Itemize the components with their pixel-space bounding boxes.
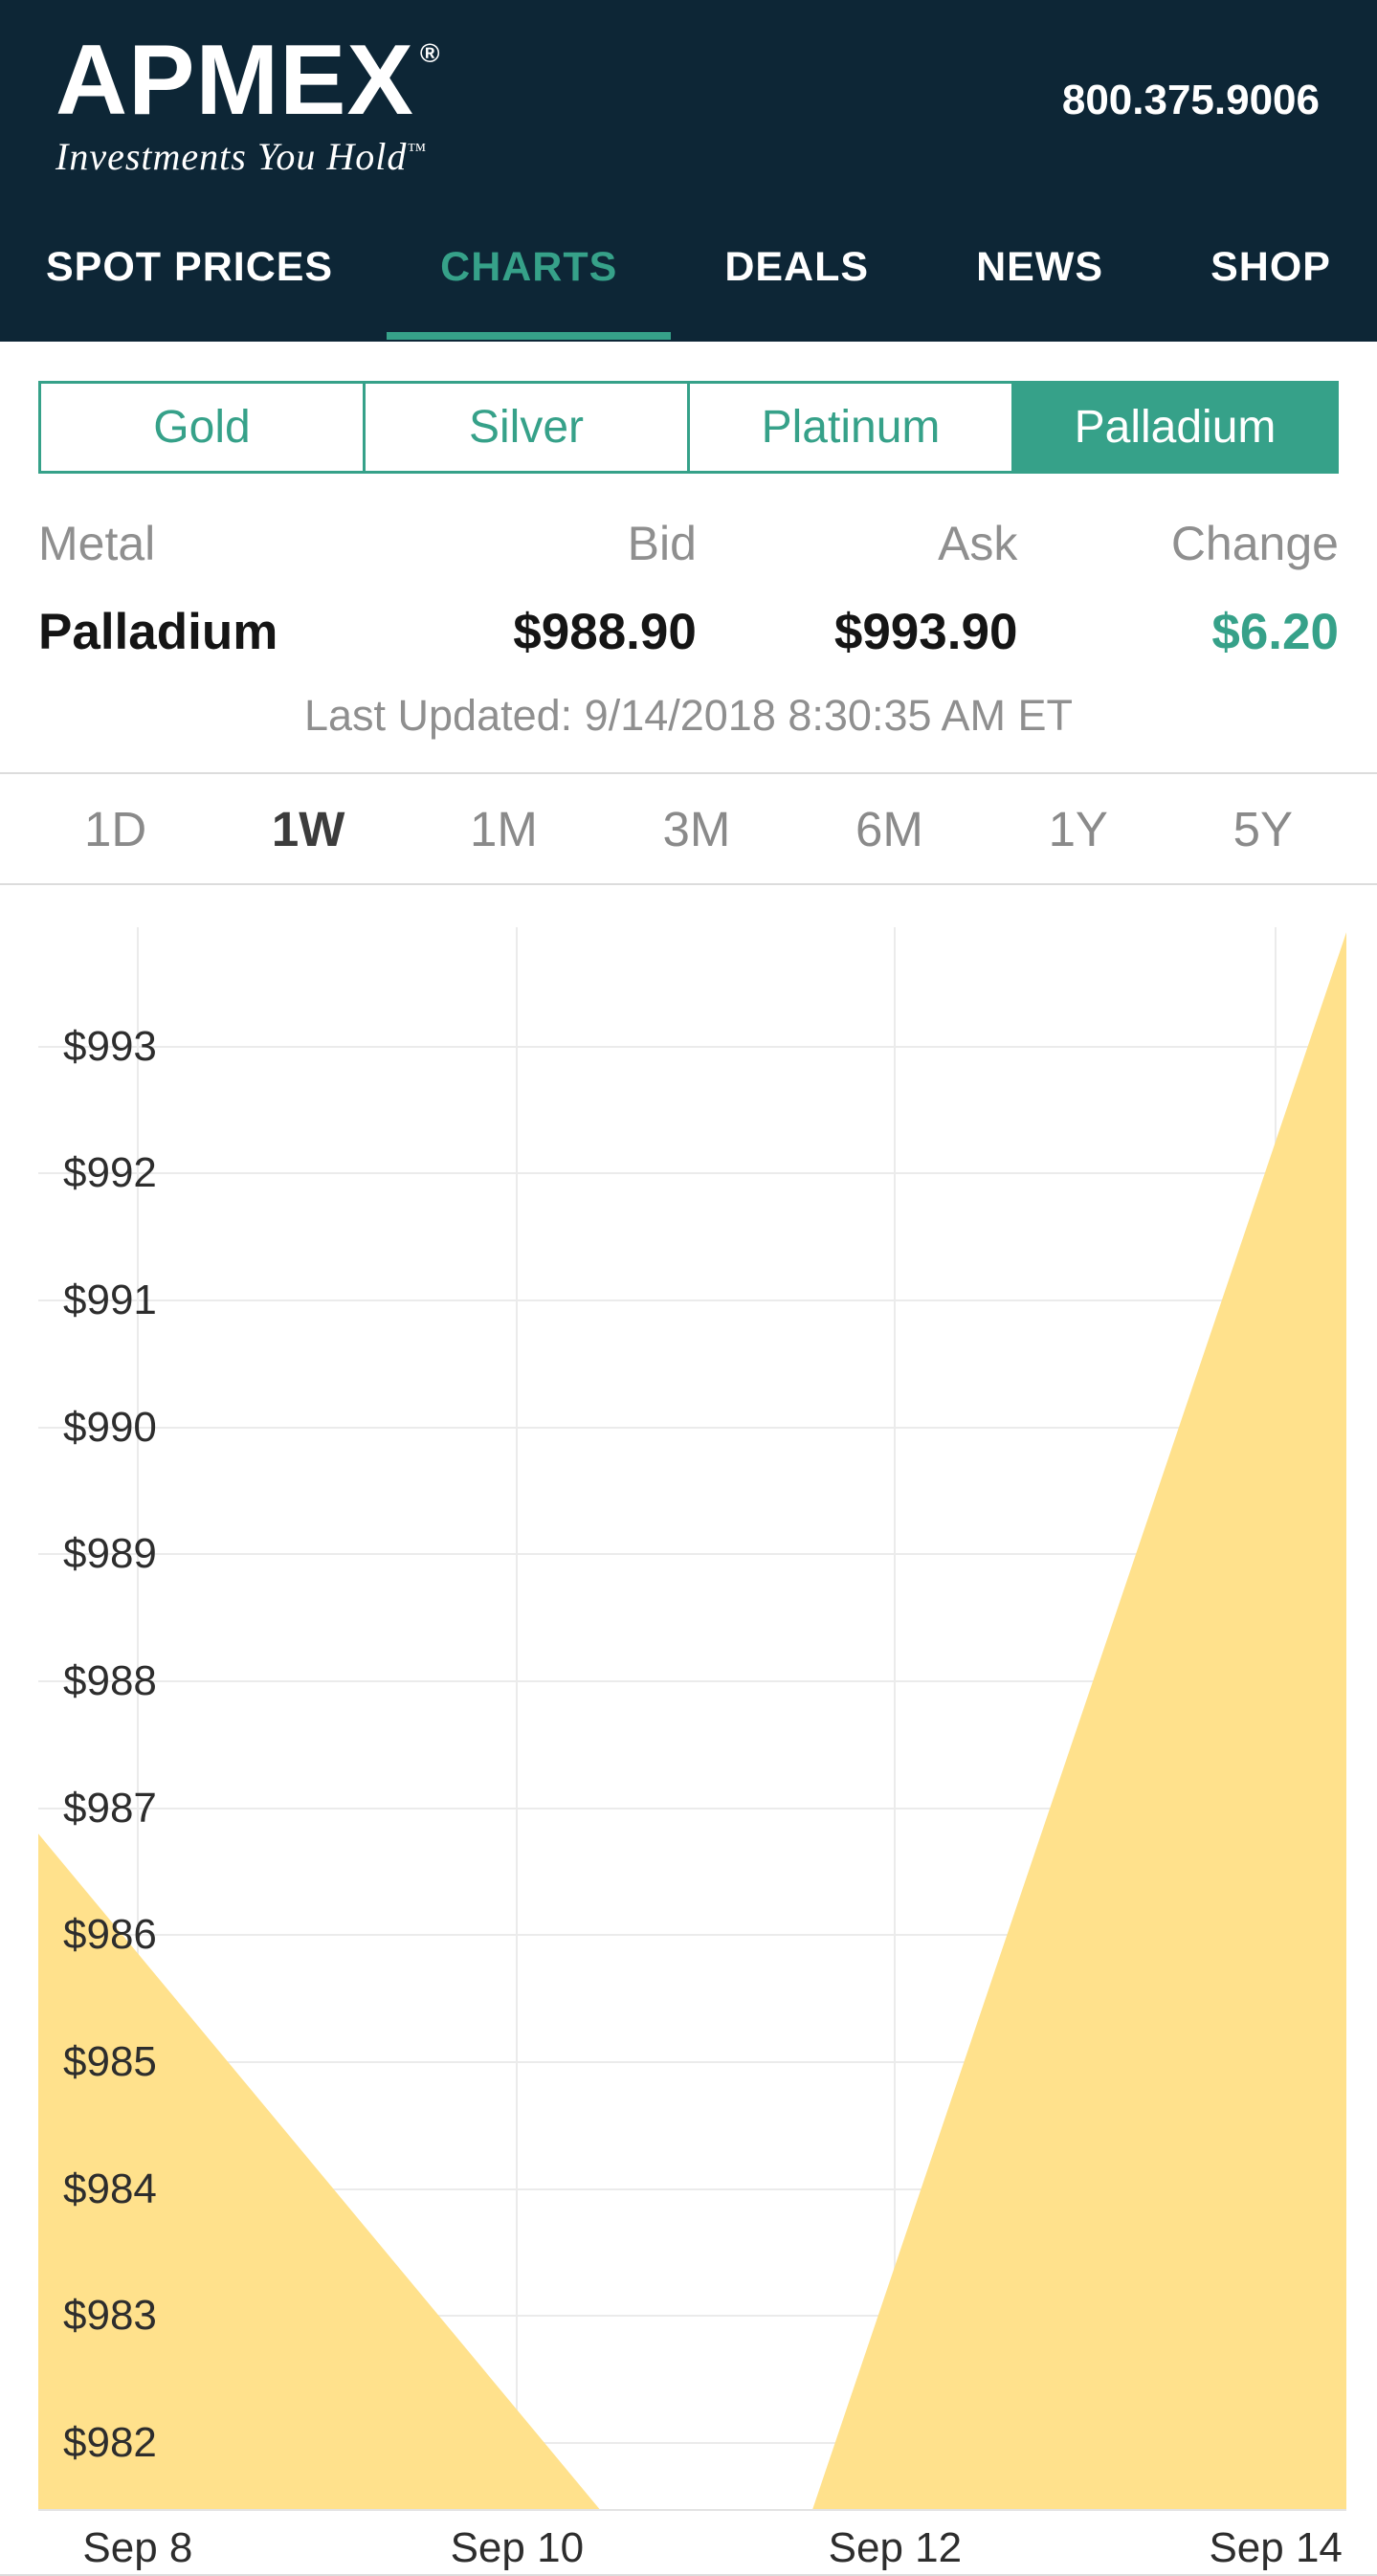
- h-gridline: [38, 1807, 1346, 1810]
- metal-tab-platinum[interactable]: Platinum: [690, 381, 1014, 474]
- h-gridline: [38, 1553, 1346, 1556]
- y-axis-label: $987: [63, 1784, 157, 1832]
- nav-item-spot-prices[interactable]: SPOT PRICES: [46, 244, 334, 290]
- quote-table-row: Palladium $988.90 $993.90 $6.20: [0, 603, 1377, 661]
- y-axis-label: $991: [63, 1277, 157, 1324]
- y-axis-label: $985: [63, 2038, 157, 2086]
- nav-item-charts[interactable]: CHARTS: [387, 244, 672, 340]
- price-chart: $993 $992 $991 $990 $989 $988 $987 $986 $985 $984…: [0, 888, 1377, 2576]
- palladium-area-series: [38, 932, 1346, 2509]
- main-nav: SPOT PRICES CHARTS DEALS NEWS SHOP: [0, 193, 1377, 342]
- y-axis-label: $993: [63, 1022, 157, 1070]
- logo-tagline: Investments You Hold™: [56, 134, 440, 179]
- h-gridline: [38, 2315, 1346, 2318]
- nav-item-shop[interactable]: SHOP: [1210, 244, 1331, 290]
- metal-selector: Gold Silver Platinum Palladium: [38, 381, 1339, 474]
- y-axis-label: $992: [63, 1149, 157, 1197]
- quote-section: Metal Bid Ask Change Palladium $988.90 $993.9…: [0, 516, 1377, 741]
- x-axis-label: Sep 14: [1209, 2524, 1343, 2571]
- column-header-ask: Ask: [938, 517, 1018, 570]
- y-axis-label: $984: [63, 2165, 157, 2212]
- h-gridline: [38, 2187, 1346, 2190]
- range-tab-1y[interactable]: 1Y: [1048, 801, 1108, 856]
- logo-text: APMEX: [56, 25, 414, 136]
- apmex-logo[interactable]: APMEX ® Investments You Hold™: [56, 25, 441, 179]
- y-axis-label: $989: [63, 1530, 157, 1578]
- phone-number[interactable]: 800.375.9006: [1061, 77, 1320, 123]
- x-axis-label: Sep 10: [450, 2524, 585, 2571]
- nav-item-news[interactable]: NEWS: [976, 244, 1104, 290]
- range-tab-5y[interactable]: 5Y: [1233, 801, 1293, 856]
- range-tab-3m[interactable]: 3M: [662, 801, 731, 856]
- chart-plot-area[interactable]: $993 $992 $991 $990 $989 $988 $987 $986 $985 $984…: [38, 927, 1346, 2511]
- logo-wordmark: APMEX ®: [56, 25, 441, 136]
- h-gridline: [38, 1680, 1346, 1683]
- quote-change-value: $6.20: [1211, 604, 1339, 660]
- column-header-change: Change: [1170, 517, 1339, 570]
- v-gridline: [516, 927, 519, 2509]
- range-tab-1m[interactable]: 1M: [470, 801, 538, 856]
- last-updated: Last Updated: 9/14/2018 8:30:35 AM ET: [303, 691, 1074, 740]
- column-header-bid: Bid: [627, 517, 697, 570]
- h-gridline: [38, 1299, 1346, 1302]
- tagline-text: Investments You Hold: [56, 134, 408, 178]
- app-header: APMEX ® Investments You Hold™ 800.375.90…: [0, 0, 1377, 342]
- h-gridline: [38, 2442, 1346, 2444]
- quote-ask-value: $993.90: [833, 604, 1018, 660]
- nav-item-deals[interactable]: DEALS: [724, 244, 870, 290]
- x-axis-label: Sep 12: [828, 2524, 963, 2571]
- h-gridline: [38, 1426, 1346, 1429]
- range-tab-6m[interactable]: 6M: [855, 801, 923, 856]
- logo-row: APMEX ® Investments You Hold™ 800.375.90…: [0, 0, 1377, 193]
- y-axis-label: $986: [63, 1911, 157, 1959]
- y-axis-label: $982: [63, 2419, 157, 2466]
- v-gridline: [894, 927, 897, 2509]
- range-tab-1d[interactable]: 1D: [84, 801, 147, 856]
- range-tab-1w[interactable]: 1W: [271, 801, 345, 856]
- range-tabs: 1D 1W 1M 3M 6M 1Y 5Y: [0, 772, 1377, 885]
- metal-tab-palladium[interactable]: Palladium: [1014, 381, 1339, 474]
- y-axis-label: $990: [63, 1403, 157, 1451]
- h-gridline: [38, 1172, 1346, 1175]
- h-gridline: [38, 1045, 1346, 1048]
- quote-table-header: Metal Bid Ask Change: [0, 516, 1377, 571]
- x-axis-label: Sep 8: [82, 2524, 193, 2571]
- quote-bid-value: $988.90: [513, 604, 697, 660]
- trademark-icon: ™: [407, 139, 428, 161]
- metal-tab-gold[interactable]: Gold: [38, 381, 366, 474]
- x-axis-labels: Sep 8 Sep 10 Sep 12 Sep 14: [38, 2524, 1346, 2574]
- y-axis-label: $983: [63, 2292, 157, 2340]
- metal-tab-silver[interactable]: Silver: [366, 381, 690, 474]
- column-header-metal: Metal: [38, 517, 156, 570]
- quote-metal-value: Palladium: [38, 604, 278, 660]
- h-gridline: [38, 2061, 1346, 2064]
- h-gridline: [38, 1934, 1346, 1937]
- y-axis-label: $988: [63, 1657, 157, 1705]
- registered-mark-icon: ®: [419, 38, 441, 68]
- v-gridline: [136, 927, 139, 2509]
